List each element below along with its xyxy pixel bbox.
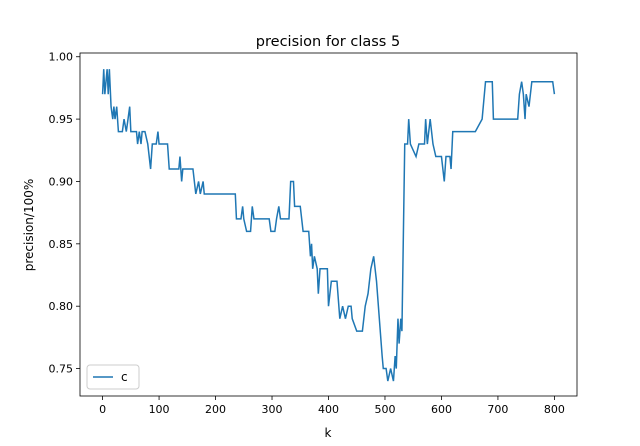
y-tick-label: 1.00 [49,51,74,64]
x-tick-label: 100 [149,403,170,416]
y-tick-label: 0.90 [49,175,74,188]
x-tick-label: 300 [262,403,283,416]
x-tick-label: 800 [544,403,565,416]
y-tick-label: 0.80 [49,300,74,313]
y-axis-label: precision/100% [22,179,36,271]
x-tick-label: 700 [487,403,508,416]
x-tick-label: 400 [318,403,339,416]
y-tick-label: 0.75 [49,363,74,376]
x-tick-label: 0 [99,403,106,416]
x-axis-label: k [325,426,332,440]
legend-label: c [121,370,128,384]
x-tick-label: 600 [431,403,452,416]
y-tick-label: 0.95 [49,113,74,126]
plot-frame [79,52,578,397]
chart-title: precision for class 5 [256,34,400,50]
x-tick-label: 500 [374,403,395,416]
x-tick-label: 200 [205,403,226,416]
data-line [101,69,556,382]
y-tick-label: 0.85 [49,238,74,251]
